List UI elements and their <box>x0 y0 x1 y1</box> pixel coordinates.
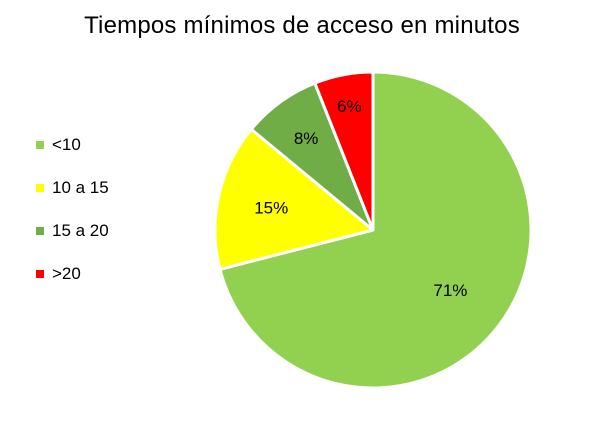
legend-label-lt10: <10 <box>52 135 81 154</box>
slice-label-lt10: 71% <box>433 281 467 300</box>
legend-item-15-20: 15 a 20 <box>36 220 176 241</box>
pie-slices <box>213 70 533 390</box>
chart-title: Tiempos mínimos de acceso en minutos <box>84 12 520 39</box>
pie-slice-10-15 <box>213 127 375 271</box>
chart-legend: <10 10 a 15 15 a 20 >20 <box>36 134 176 306</box>
slice-label-gt20: 6% <box>337 97 362 116</box>
pie-slice-gt20 <box>313 70 375 232</box>
legend-item-lt10: <10 <box>36 134 176 155</box>
slice-label-15-20: 8% <box>294 129 319 148</box>
legend-swatch-15-20 <box>36 227 44 235</box>
legend-label-10-15: 10 a 15 <box>52 178 109 197</box>
legend-item-10-15: 10 a 15 <box>36 177 176 198</box>
legend-swatch-gt20 <box>36 270 44 278</box>
pie-slice-labels: 71% 15% 8% 6% <box>254 97 467 300</box>
legend-label-gt20: >20 <box>52 264 81 283</box>
legend-swatch-10-15 <box>36 184 44 192</box>
legend-label-15-20: 15 a 20 <box>52 221 109 240</box>
slice-label-10-15: 15% <box>254 198 288 217</box>
legend-item-gt20: >20 <box>36 263 176 284</box>
legend-swatch-lt10 <box>36 141 44 149</box>
pie-slice-lt10 <box>218 70 533 390</box>
